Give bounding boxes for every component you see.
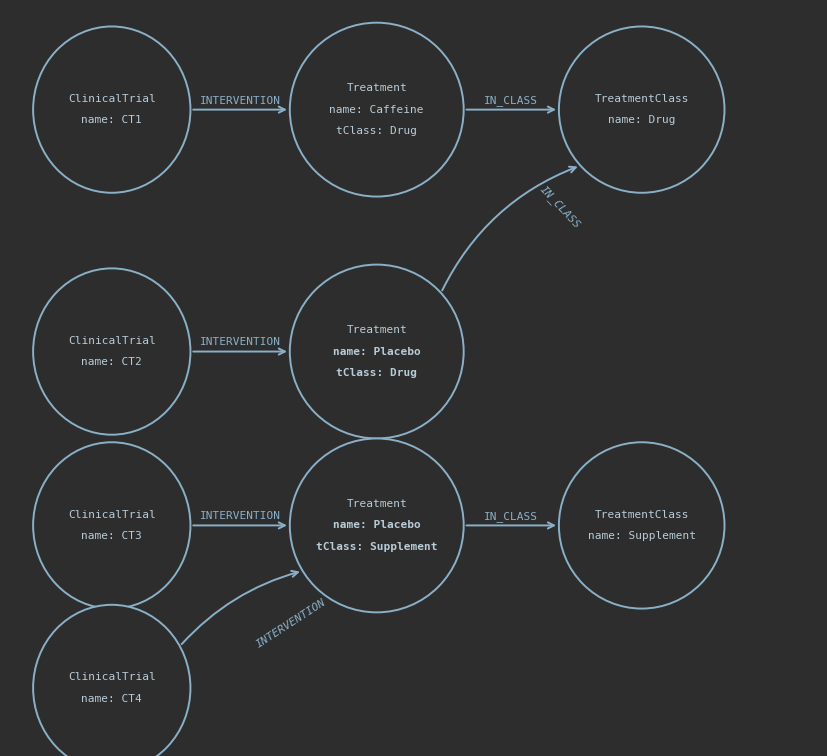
Text: IN_CLASS: IN_CLASS (538, 183, 582, 230)
Text: name: CT1: name: CT1 (81, 115, 142, 125)
Text: TreatmentClass: TreatmentClass (594, 94, 688, 104)
Text: name: CT3: name: CT3 (81, 531, 142, 541)
Text: name: Supplement: name: Supplement (587, 531, 695, 541)
Text: tClass: Supplement: tClass: Supplement (316, 541, 437, 552)
Ellipse shape (289, 438, 463, 612)
Text: ClinicalTrial: ClinicalTrial (68, 672, 155, 683)
Text: name: Placebo: name: Placebo (332, 520, 420, 531)
Text: name: Placebo: name: Placebo (332, 346, 420, 357)
Text: name: CT4: name: CT4 (81, 693, 142, 704)
Text: name: CT2: name: CT2 (81, 357, 142, 367)
Ellipse shape (289, 265, 463, 438)
Ellipse shape (33, 268, 190, 435)
Text: name: Drug: name: Drug (607, 115, 675, 125)
Text: name: Caffeine: name: Caffeine (329, 104, 423, 115)
Ellipse shape (33, 26, 190, 193)
Text: INTERVENTION: INTERVENTION (254, 597, 327, 650)
Ellipse shape (33, 605, 190, 756)
Text: Treatment: Treatment (346, 499, 407, 510)
Ellipse shape (558, 442, 724, 609)
Text: IN_CLASS: IN_CLASS (484, 95, 538, 106)
Text: ClinicalTrial: ClinicalTrial (68, 510, 155, 520)
Ellipse shape (33, 442, 190, 609)
Text: IN_CLASS: IN_CLASS (484, 511, 538, 522)
Ellipse shape (558, 26, 724, 193)
Text: INTERVENTION: INTERVENTION (199, 511, 280, 522)
Text: INTERVENTION: INTERVENTION (199, 337, 280, 348)
Text: tClass: Drug: tClass: Drug (336, 125, 417, 136)
Text: Treatment: Treatment (346, 325, 407, 336)
Text: Treatment: Treatment (346, 83, 407, 94)
Ellipse shape (289, 23, 463, 197)
Text: ClinicalTrial: ClinicalTrial (68, 94, 155, 104)
Text: tClass: Drug: tClass: Drug (336, 367, 417, 378)
Text: TreatmentClass: TreatmentClass (594, 510, 688, 520)
Text: INTERVENTION: INTERVENTION (199, 95, 280, 106)
Text: ClinicalTrial: ClinicalTrial (68, 336, 155, 346)
